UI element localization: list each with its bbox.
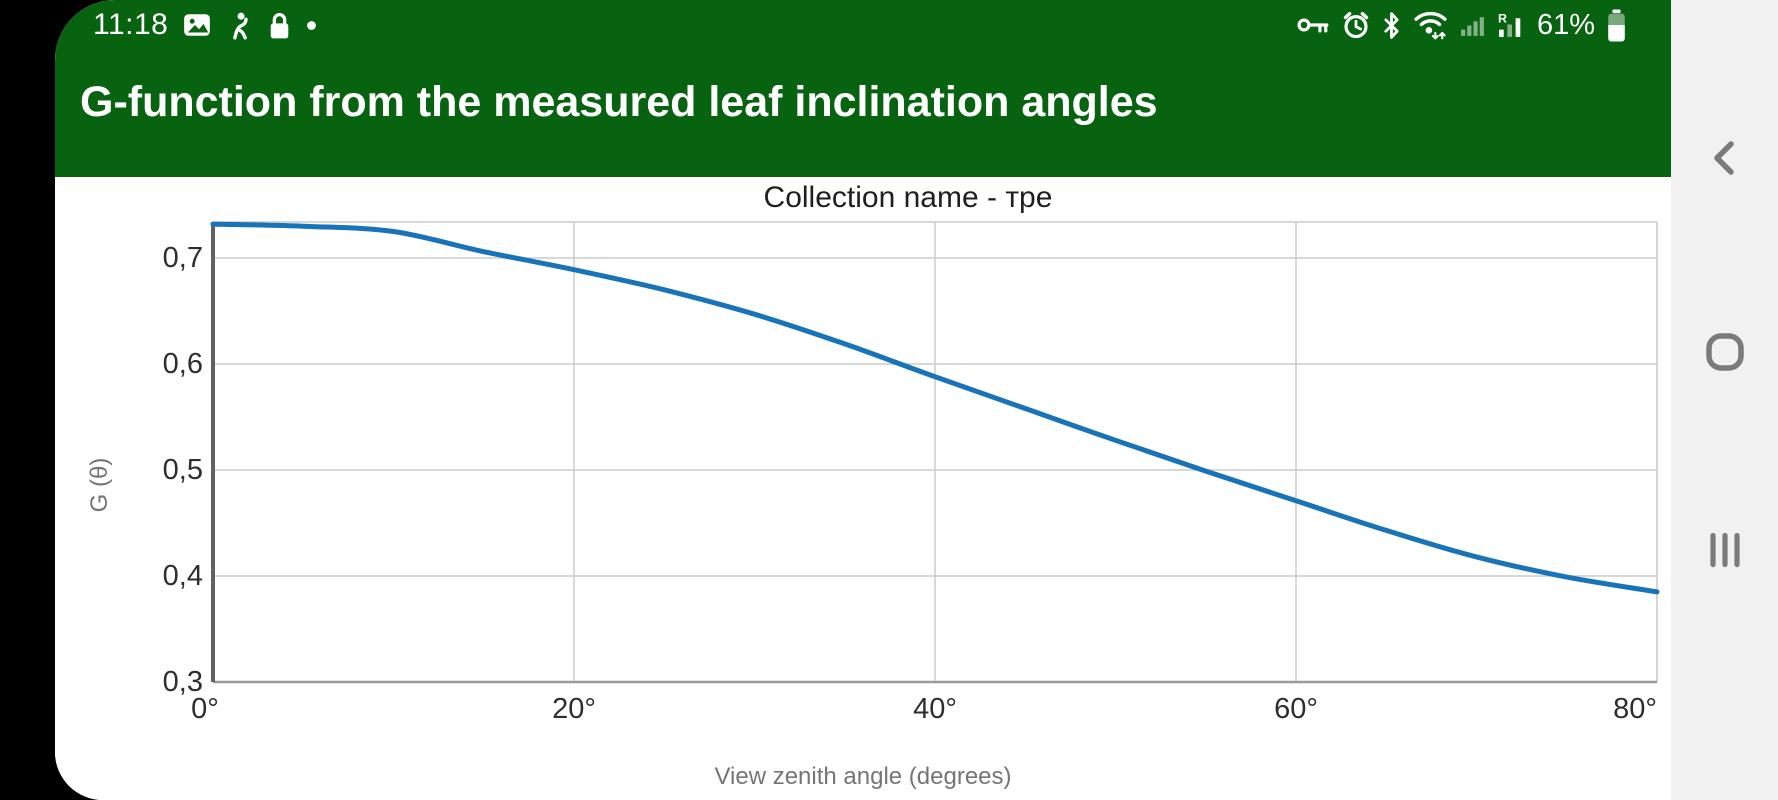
home-icon [1705,333,1744,371]
lock-icon [271,12,289,38]
status-bar-right: R 61% [1296,9,1627,42]
app-header: 11:18 [55,0,1671,177]
back-icon [1713,141,1734,175]
home-button[interactable] [1701,328,1749,376]
g-function-chart [210,221,1660,684]
g-function-curve [210,221,1660,595]
image-icon [184,14,211,36]
signal-weak-icon [1460,16,1484,36]
back-button[interactable] [1701,134,1749,182]
status-bar-left: 11:18 [93,8,317,42]
recents-icon [1709,532,1740,568]
signal-roaming-icon: R [1498,11,1521,37]
battery-icon [1608,9,1625,41]
navigation-bar [1671,0,1778,800]
y-axis-title: G (θ) [86,457,113,513]
chart-area: Collection name - тре 0,3 0,4 0,5 0,6 0,7 0°… [55,177,1671,800]
bluetooth-icon [1384,11,1399,39]
wifi-icon [1414,11,1447,40]
battery-percent-text: 61% [1536,8,1595,41]
vpn-key-icon [1297,18,1329,33]
recents-button[interactable] [1701,526,1749,574]
person-icon [233,12,249,40]
chart-title: Collection name - тре [763,181,1053,214]
app-window: 11:18 [55,0,1671,800]
notification-dot [307,20,317,30]
clock-text: 11:18 [93,8,169,41]
x-axis-title: View zenith angle (degrees) [714,763,1012,790]
status-bar: 11:18 [93,5,1627,45]
alarm-icon [1343,11,1369,39]
roaming-letter: R [1498,11,1507,25]
page-title: G-function from the measured leaf inclin… [80,78,1158,126]
